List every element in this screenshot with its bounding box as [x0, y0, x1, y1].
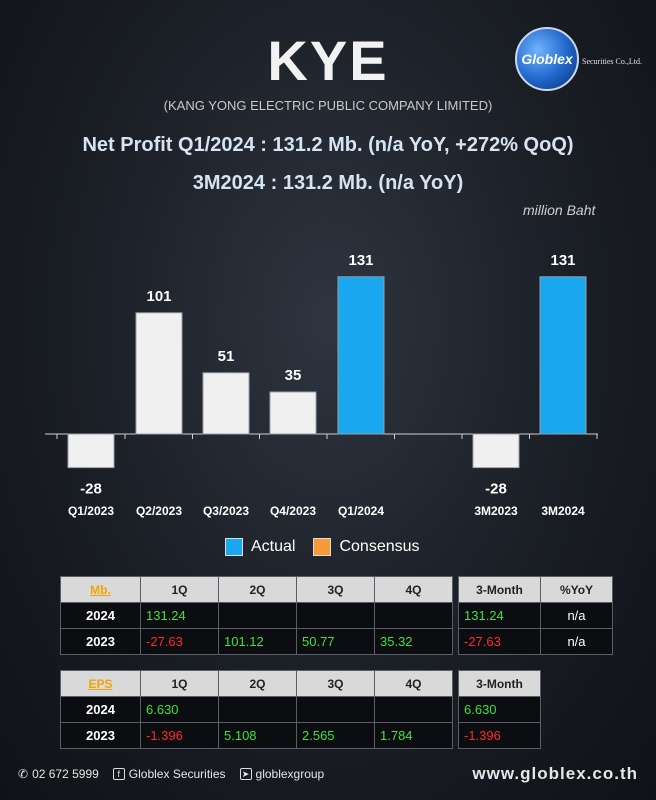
category-label: Q3/2023 — [203, 504, 249, 518]
unit-label: million Baht — [523, 202, 596, 218]
col-header: 1Q — [140, 670, 219, 697]
eps-table-key: EPS — [60, 670, 141, 697]
bar-Q4/2023 — [269, 391, 317, 435]
category-label: 3M2024 — [541, 504, 585, 518]
headline-3m: 3M2024 : 131.2 Mb. (n/a YoY) — [192, 172, 464, 194]
value-cell: 35.32 — [374, 628, 453, 655]
year-cell: 2024 — [60, 602, 141, 629]
col-header: 4Q — [374, 670, 453, 697]
facebook-icon: f — [112, 768, 125, 780]
value-cell — [374, 602, 453, 629]
footer: ✆ 02 672 5999 f Globlex Securities ➤ glo… — [18, 764, 638, 784]
footer-facebook[interactable]: f Globlex Securities — [112, 767, 226, 781]
value-cell — [296, 696, 375, 723]
bar-Q1/2024 — [337, 276, 385, 435]
logo-caption: Securities Co.,Ltd. — [582, 57, 642, 66]
table-row: -1.396 — [458, 722, 541, 749]
eps-quarter-table: EPS 1Q 2Q 3Q 4Q 2024 6.630 2023 -1.396 5… — [60, 670, 453, 749]
category-label: Q2/2023 — [136, 504, 182, 518]
legend-label-consensus: Consensus — [339, 538, 420, 555]
col-header: 4Q — [374, 576, 453, 603]
col-header: 1Q — [140, 576, 219, 603]
table-row: 131.24 n/a — [458, 602, 613, 629]
data-label: -28 — [80, 481, 102, 498]
value-cell: n/a — [540, 602, 613, 629]
phone-icon: ✆ — [18, 767, 29, 781]
value-cell: -1.396 — [140, 722, 219, 749]
col-header: %YoY — [540, 576, 613, 603]
value-cell: 2.565 — [296, 722, 375, 749]
value-cell: 1.784 — [374, 722, 453, 749]
value-cell: 131.24 — [140, 602, 219, 629]
table-row: -27.63 n/a — [458, 628, 613, 655]
bar-3M2024 — [539, 276, 587, 435]
telegram-name: globlexgroup — [255, 767, 325, 781]
data-label: 51 — [218, 348, 235, 365]
data-label: 131 — [550, 252, 575, 269]
category-label: 3M2023 — [474, 504, 518, 518]
col-header: 3Q — [296, 576, 375, 603]
legend-label-actual: Actual — [251, 538, 296, 555]
legend-swatch-actual — [225, 538, 243, 556]
phone-number: 02 672 5999 — [32, 767, 99, 781]
col-header: 3Q — [296, 670, 375, 697]
year-cell: 2023 — [60, 722, 141, 749]
legend-swatch-consensus — [313, 538, 332, 556]
category-label: Q1/2023 — [68, 504, 114, 518]
bar-Q1/2023 — [67, 433, 115, 469]
profit-table-key: Mb. — [60, 576, 141, 603]
net-profit-bar-chart: -28 101 51 35 131 -28 131 Q1/2023 Q2/2023 Q3/2023… — [45, 252, 598, 518]
data-label: 35 — [285, 367, 302, 384]
value-cell: n/a — [540, 628, 613, 655]
col-header: 3-Month — [458, 576, 541, 603]
value-cell: 5.108 — [218, 722, 297, 749]
value-cell — [374, 696, 453, 723]
value-cell: 131.24 — [458, 602, 541, 629]
value-cell: -27.63 — [458, 628, 541, 655]
value-cell: 6.630 — [458, 696, 541, 723]
value-cell: 50.77 — [296, 628, 375, 655]
value-cell — [218, 696, 297, 723]
table-row: 2024 6.630 — [60, 696, 453, 723]
bar-3M2023 — [472, 433, 520, 469]
eps-3m-table: 3-Month 6.630 -1.396 — [458, 670, 541, 749]
year-cell: 2024 — [60, 696, 141, 723]
value-cell: -1.396 — [458, 722, 541, 749]
col-header: 3-Month — [458, 670, 541, 697]
value-cell — [296, 602, 375, 629]
col-header: 2Q — [218, 670, 297, 697]
footer-telegram[interactable]: ➤ globlexgroup — [239, 767, 325, 781]
table-row: 2023 -1.396 5.108 2.565 1.784 — [60, 722, 453, 749]
data-label: -28 — [485, 481, 507, 498]
data-label: 131 — [348, 252, 373, 269]
company-name: (KANG YONG ELECTRIC PUBLIC COMPANY LIMIT… — [163, 98, 493, 113]
table-row: 2023 -27.63 101.12 50.77 35.32 — [60, 628, 453, 655]
category-label: Q4/2023 — [270, 504, 316, 518]
table-row: 2024 131.24 — [60, 602, 453, 629]
bar-Q2/2023 — [135, 312, 183, 435]
value-cell: 6.630 — [140, 696, 219, 723]
value-cell: 101.12 — [218, 628, 297, 655]
profit-quarter-table: Mb. 1Q 2Q 3Q 4Q 2024 131.24 2023 -27.63 … — [60, 576, 453, 655]
profit-3m-table: 3-Month %YoY 131.24 n/a -27.63 n/a — [458, 576, 613, 655]
chart-legend: Actual Consensus — [225, 538, 420, 556]
table-row: 6.630 — [458, 696, 541, 723]
ticker-title: KYE — [267, 29, 389, 92]
facebook-name: Globlex Securities — [128, 767, 226, 781]
headline-quarter: Net Profit Q1/2024 : 131.2 Mb. (n/a YoY,… — [82, 134, 574, 156]
value-cell — [218, 602, 297, 629]
year-cell: 2023 — [60, 628, 141, 655]
footer-phone[interactable]: ✆ 02 672 5999 — [18, 767, 99, 781]
globlex-logo: Globlex — [515, 27, 579, 91]
data-label: 101 — [146, 288, 171, 305]
website-link[interactable]: www.globlex.co.th — [472, 764, 638, 783]
bar-Q3/2023 — [202, 372, 250, 435]
telegram-icon: ➤ — [239, 768, 252, 780]
category-label: Q1/2024 — [338, 504, 384, 518]
value-cell: -27.63 — [140, 628, 219, 655]
col-header: 2Q — [218, 576, 297, 603]
